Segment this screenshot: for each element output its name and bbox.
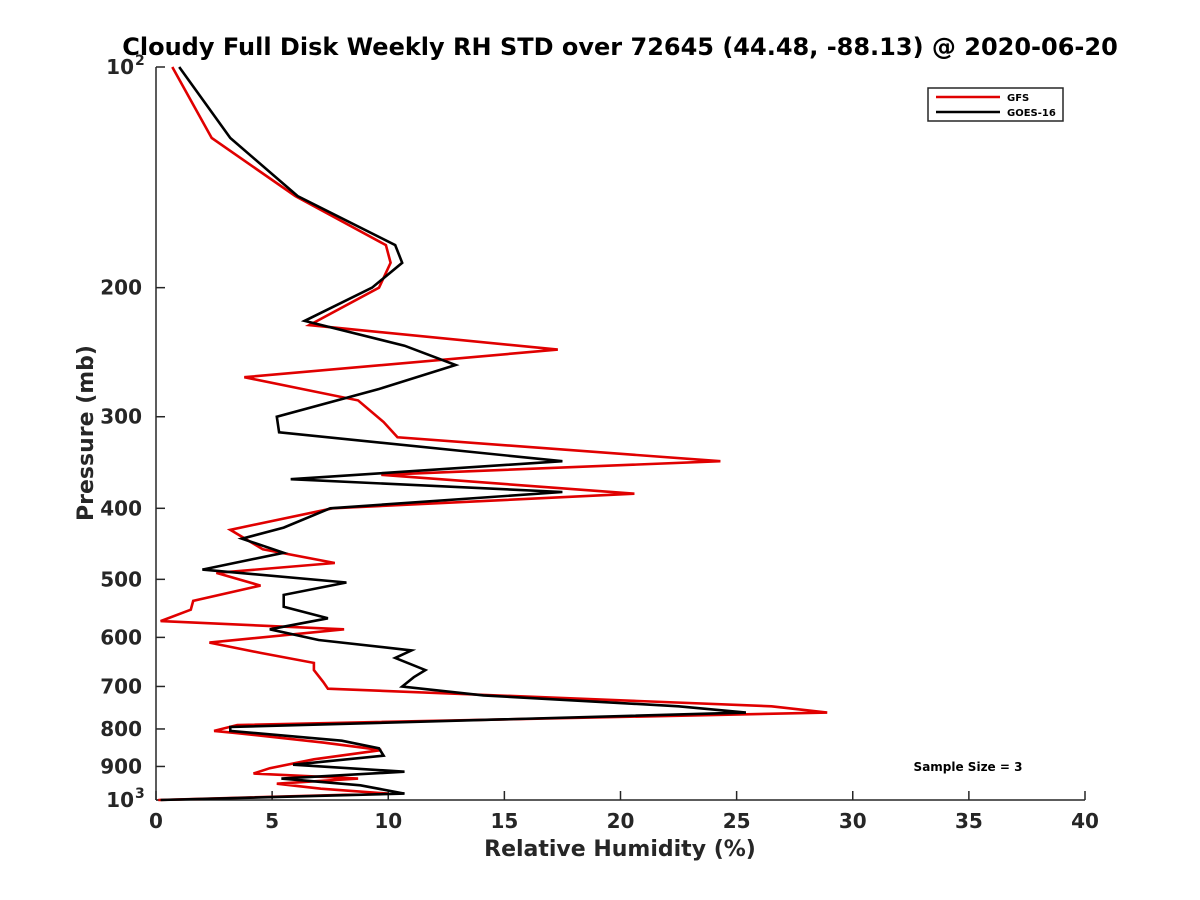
x-axis-ticks: 0 5 10 15 20 25 30 35 40 [149,791,1099,833]
x-tick-label: 35 [955,809,983,833]
y-tick-label: 10 [106,788,134,812]
chart-title: Cloudy Full Disk Weekly RH STD over 7264… [122,33,1118,61]
y-tick-label: 800 [100,717,142,741]
plot-area [156,67,1085,800]
x-tick-label: 40 [1071,809,1099,833]
x-tick-label: 30 [839,809,867,833]
legend-box [927,87,1064,122]
y-tick-label: 500 [100,567,142,591]
x-tick-label: 15 [490,809,518,833]
legend-label: GFS [1007,93,1029,104]
x-tick-label: 10 [374,809,402,833]
x-tick-label: 25 [723,809,751,833]
y-tick-label: 400 [100,496,142,520]
y-tick-label: 10 [106,55,134,79]
y-axis-label: Pressure (mb) [74,345,99,521]
x-tick-label: 5 [265,809,279,833]
y-tick-label: 900 [100,754,142,778]
y-tick-exponent: 3 [135,786,145,802]
x-tick-label: 20 [607,809,635,833]
legend-label: GOES-16 [1007,108,1056,119]
series-line-goes-16 [160,66,747,802]
series-line-gfs [158,66,828,802]
y-tick-label: 300 [100,405,142,429]
sample-size-annotation: Sample Size = 3 [914,760,1023,774]
x-tick-label: 0 [149,809,163,833]
series-layer [158,66,828,802]
legend: GFS GOES-16 [927,87,1064,122]
y-tick-label: 700 [100,674,142,698]
y-tick-exponent: 2 [135,53,145,69]
x-axis-label: Relative Humidity (%) [484,837,756,862]
y-tick-label: 600 [100,625,142,649]
y-tick-label: 200 [100,276,142,300]
